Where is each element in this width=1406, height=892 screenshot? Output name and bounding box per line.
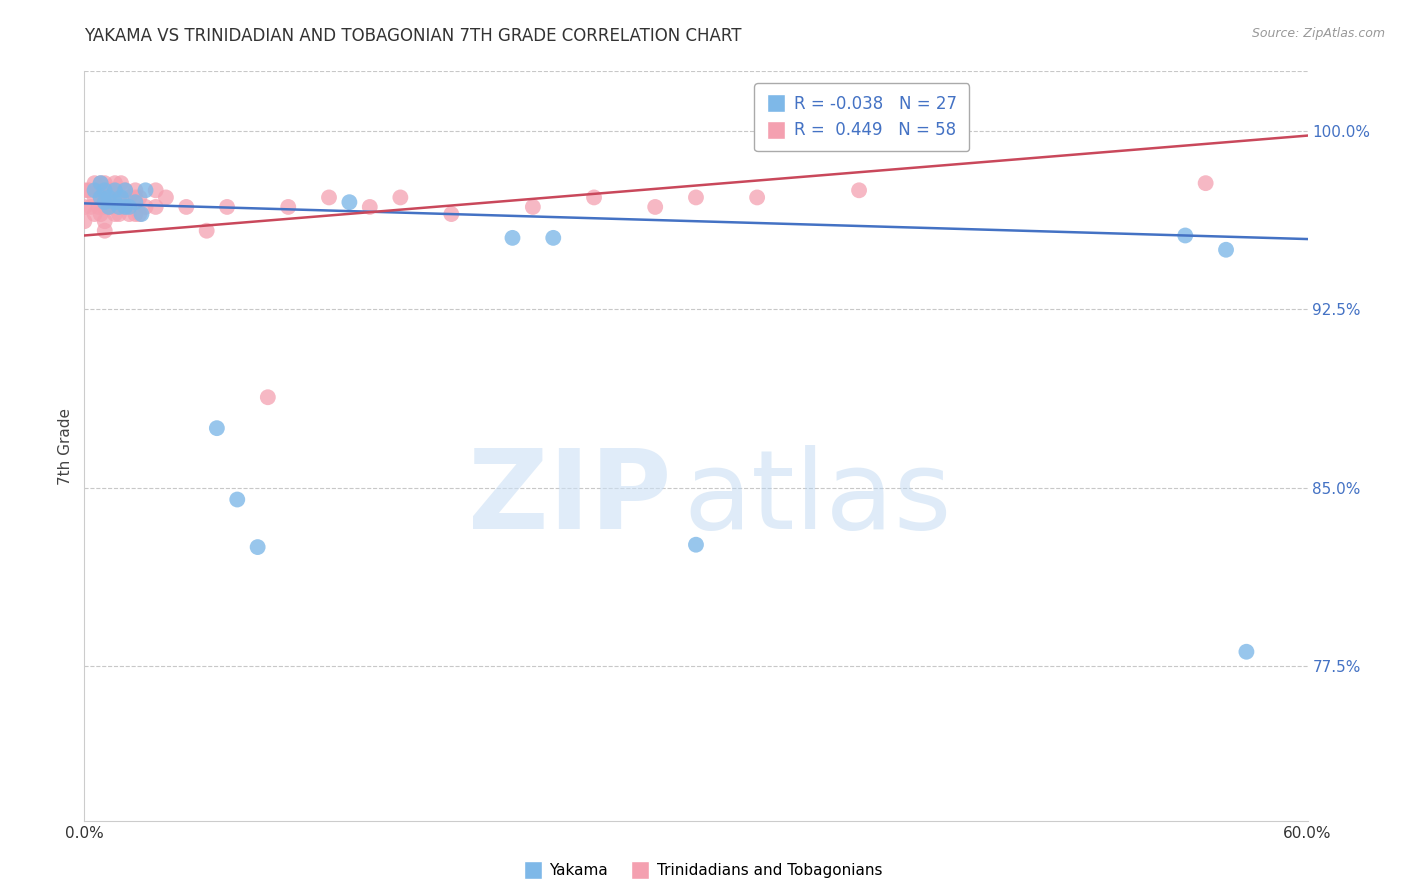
Point [110,200,132,214]
Point [108,207,131,221]
Point [114,183,136,197]
Point [135,183,157,197]
Point [97,190,120,204]
Point [644,200,666,214]
Text: atlas: atlas [683,445,952,552]
Point [83,207,105,221]
Point [87,183,110,197]
Point [174,200,197,214]
Point [1174,228,1197,243]
Point [93,176,115,190]
Text: YAKAMA VS TRINIDADIAN AND TOBAGONIAN 7TH GRADE CORRELATION CHART: YAKAMA VS TRINIDADIAN AND TOBAGONIAN 7TH… [84,27,742,45]
Point [118,207,141,221]
Point [502,231,524,245]
Point [83,190,105,204]
Point [83,176,105,190]
Point [124,207,146,221]
Point [195,224,218,238]
Point [110,190,132,204]
Point [93,224,115,238]
Point [257,390,280,404]
Point [747,190,769,204]
Point [104,207,127,221]
Point [131,207,153,221]
Point [339,195,361,210]
Point [1236,645,1258,659]
Point [277,200,299,214]
Point [145,183,167,197]
Point [128,190,150,204]
Point [100,183,122,197]
Point [114,183,136,197]
Point [97,200,120,214]
Point [318,190,340,204]
Point [79,200,101,214]
Point [90,207,112,221]
Legend: R = -0.038   N = 27, R =  0.449   N = 58: R = -0.038 N = 27, R = 0.449 N = 58 [754,84,969,151]
Point [124,190,146,204]
Point [104,183,127,197]
Point [104,190,127,204]
Point [93,214,115,228]
Point [155,190,177,204]
Point [108,200,131,214]
Point [73,214,96,228]
Point [73,200,96,214]
Point [108,190,131,204]
Point [93,183,115,197]
Point [118,190,141,204]
Point [104,195,127,210]
Point [205,421,228,435]
Point [93,195,115,210]
Point [359,200,381,214]
Point [685,538,707,552]
Point [77,183,100,197]
Point [848,183,870,197]
Point [104,176,127,190]
Point [135,200,157,214]
Point [97,183,120,197]
Point [110,176,132,190]
Point [114,200,136,214]
Point [522,200,544,214]
Point [118,200,141,214]
Point [583,190,606,204]
Point [114,200,136,214]
Point [124,183,146,197]
Point [440,207,463,221]
Point [87,200,110,214]
Point [90,176,112,190]
Legend: Yakama, Trinidadians and Tobagonians: Yakama, Trinidadians and Tobagonians [517,857,889,884]
Point [90,176,112,190]
Point [100,200,122,214]
Y-axis label: 7th Grade: 7th Grade [58,408,73,484]
Point [226,492,249,507]
Point [1195,176,1218,190]
Text: Source: ZipAtlas.com: Source: ZipAtlas.com [1251,27,1385,40]
Point [685,190,707,204]
Point [145,200,167,214]
Point [128,207,150,221]
Text: ZIP: ZIP [468,445,672,552]
Point [90,190,112,204]
Point [93,200,115,214]
Point [97,200,120,214]
Point [543,231,565,245]
Point [217,200,239,214]
Point [246,540,269,554]
Point [73,183,96,197]
Point [1215,243,1237,257]
Point [124,195,146,210]
Point [90,190,112,204]
Point [389,190,412,204]
Point [93,190,115,204]
Point [83,183,105,197]
